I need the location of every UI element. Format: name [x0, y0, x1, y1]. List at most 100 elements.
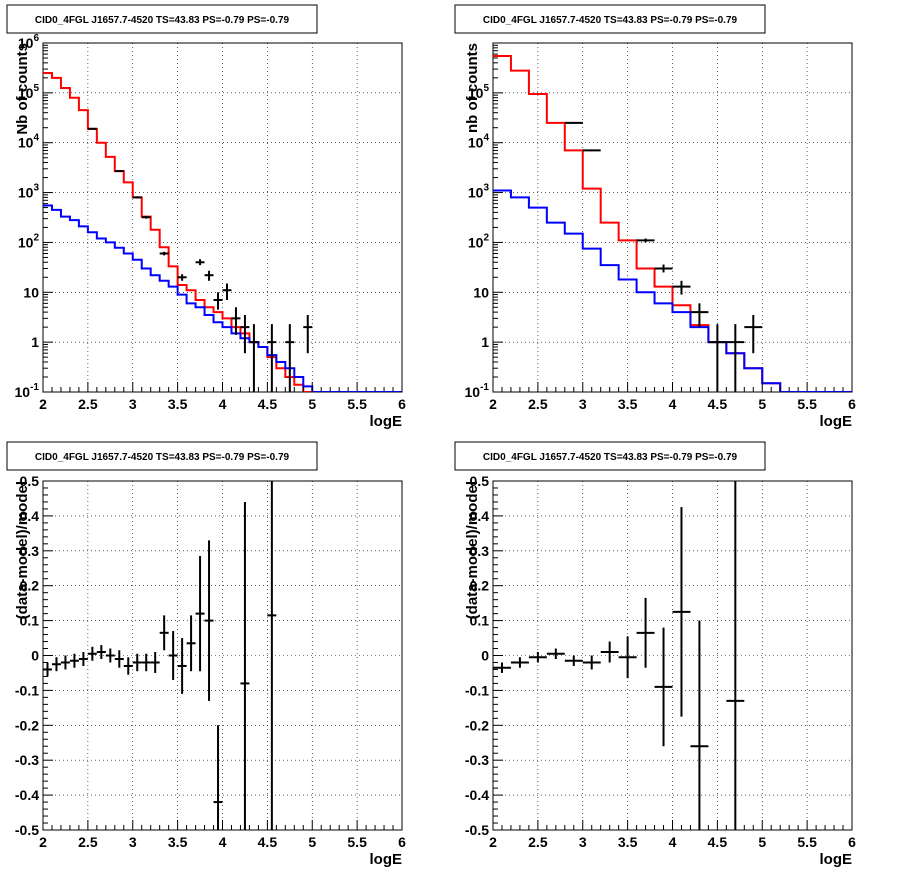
- data-point: [195, 259, 205, 266]
- y-tick-label: 0.3: [20, 543, 40, 559]
- y-tick-label: -0.2: [15, 717, 39, 733]
- residual-point: [726, 481, 745, 830]
- chart-title: CID0_4FGL J1657.7-4520 TS=43.83 PS=-0.79…: [35, 452, 290, 463]
- x-axis-title: logE: [820, 413, 853, 430]
- x-tick-label: 3: [579, 396, 587, 412]
- y-tick-base: 10: [468, 85, 484, 101]
- data-point: [231, 307, 241, 335]
- residual-point: [51, 657, 61, 672]
- y-tick-label: -0.4: [15, 787, 39, 803]
- y-axis-title: (data-model)/model: [14, 481, 31, 619]
- x-tick-label: 4.5: [708, 834, 728, 850]
- grid: [493, 481, 852, 830]
- y-tick-exponent: 2: [33, 232, 39, 243]
- data-point: [744, 315, 763, 354]
- x-tick-label: 5: [308, 834, 316, 850]
- residual-point: [159, 615, 169, 651]
- x-tick-label: 3.5: [618, 396, 638, 412]
- y-tick-label: 10: [23, 284, 39, 300]
- residual-point: [96, 645, 106, 659]
- y-tick-label: 105: [468, 83, 490, 101]
- y-tick-base: 10: [468, 234, 484, 250]
- x-tick-label: 6: [848, 396, 856, 412]
- residual-point: [564, 655, 583, 666]
- x-tick-label: 4.5: [708, 396, 728, 412]
- data-point: [654, 264, 673, 273]
- y-tick-label: 0.5: [20, 473, 40, 489]
- title-box: [454, 4, 766, 34]
- chart-panel-1: CID0_4FGL J1657.7-4520 TS=43.83 PS=-0.79…: [6, 4, 406, 430]
- grid: [43, 43, 402, 392]
- title-box: [6, 441, 318, 471]
- title-box: [454, 441, 766, 471]
- residual-point: [240, 501, 250, 830]
- x-tick-label: 6: [398, 834, 406, 850]
- axis-ticks: [42, 44, 403, 393]
- data-point: [726, 324, 745, 392]
- data-point: [213, 292, 223, 310]
- residual-point: [123, 657, 133, 675]
- x-tick-label: 5: [758, 396, 766, 412]
- axis-ticks: [492, 480, 853, 831]
- residual-point: [114, 650, 124, 668]
- chart-panel-3: CID0_4FGL J1657.7-4520 TS=43.83 PS=-0.79…: [6, 441, 406, 868]
- plot-area: [43, 72, 402, 392]
- y-tick-base: 10: [18, 185, 34, 201]
- x-tick-label: 5.5: [347, 834, 367, 850]
- y-tick-label: -0.1: [15, 682, 39, 698]
- data-point: [141, 215, 151, 219]
- y-axis-title: (data-model)/model: [464, 481, 481, 619]
- x-tick-label: 3: [129, 834, 137, 850]
- residual-point: [150, 652, 160, 673]
- data-point: [240, 315, 250, 354]
- residual-point: [69, 653, 79, 668]
- residual-point: [690, 620, 709, 830]
- data-point: [285, 324, 295, 392]
- y-tick-label: 103: [18, 183, 40, 201]
- residual-point: [582, 655, 601, 670]
- x-tick-label: 4.5: [258, 396, 278, 412]
- y-tick-label: 104: [18, 133, 40, 151]
- x-tick-label: 3.5: [168, 396, 188, 412]
- y-tick-exponent: 2: [483, 232, 489, 243]
- residual-point: [105, 648, 115, 663]
- residual-point: [672, 507, 691, 717]
- y-tick-base: 10: [468, 135, 484, 151]
- y-tick-label: 0.5: [470, 473, 490, 489]
- y-tick-label: 103: [468, 183, 490, 201]
- x-tick-label: 4: [669, 396, 677, 412]
- y-tick-exponent: 5: [483, 83, 489, 94]
- y-tick-label: 1: [31, 334, 39, 350]
- y-tick-exponent: 6: [33, 33, 39, 44]
- y-tick-label: 0.2: [470, 578, 490, 594]
- residual-point: [60, 655, 70, 670]
- residual-point: [132, 653, 142, 672]
- residual-point: [267, 481, 277, 830]
- data-point: [204, 270, 214, 281]
- y-tick-exponent: -1: [480, 382, 489, 393]
- x-tick-label: 6: [398, 396, 406, 412]
- residual-point: [87, 646, 97, 661]
- x-tick-label: 2: [39, 834, 47, 850]
- x-tick-label: 4.5: [258, 834, 278, 850]
- residual-point: [510, 657, 529, 668]
- residual-point: [177, 638, 187, 694]
- y-tick-exponent: -1: [30, 382, 39, 393]
- grid: [43, 481, 402, 830]
- x-tick-label: 4: [219, 396, 227, 412]
- y-tick-label: 0.2: [20, 578, 40, 594]
- y-tick-label: 10-1: [465, 382, 490, 400]
- data-point: [582, 149, 601, 152]
- y-tick-exponent: 4: [483, 133, 489, 144]
- data-point: [636, 238, 655, 243]
- residual-point: [618, 636, 637, 679]
- x-tick-label: 5.5: [347, 396, 367, 412]
- y-axis-title: Nb of counts: [14, 43, 31, 135]
- residual-point: [186, 615, 196, 672]
- y-tick-base: 10: [18, 234, 34, 250]
- y-tick-label: 0: [481, 648, 489, 664]
- y-axis-title: nb of counts: [464, 43, 481, 133]
- plot-area: [493, 481, 745, 830]
- x-axis-title: logE: [820, 851, 853, 868]
